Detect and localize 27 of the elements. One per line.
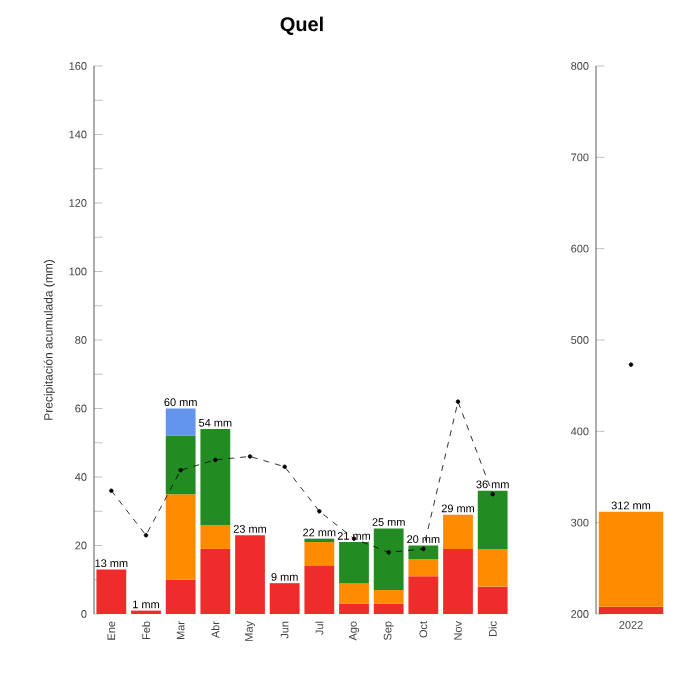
bar bbox=[373, 528, 404, 591]
bar bbox=[200, 429, 231, 525]
bar bbox=[165, 435, 196, 495]
chart-title: Quel bbox=[280, 16, 323, 36]
bar bbox=[165, 408, 196, 436]
bar bbox=[165, 579, 196, 614]
bar bbox=[373, 590, 404, 604]
bar bbox=[304, 542, 335, 567]
bar bbox=[200, 548, 231, 614]
bar bbox=[339, 583, 369, 604]
bar bbox=[304, 566, 335, 614]
bar bbox=[373, 603, 404, 614]
bar bbox=[477, 548, 508, 587]
bar bbox=[477, 586, 508, 614]
bar bbox=[408, 576, 439, 614]
bar bbox=[408, 559, 439, 577]
bar bbox=[339, 603, 369, 614]
bar bbox=[235, 535, 265, 614]
bar bbox=[96, 569, 127, 614]
bar bbox=[165, 494, 196, 580]
bar bbox=[477, 490, 508, 549]
bar bbox=[443, 548, 473, 614]
bar bbox=[269, 583, 300, 614]
bar bbox=[408, 545, 439, 560]
bar bbox=[200, 524, 231, 549]
bar bbox=[339, 542, 369, 584]
bar bbox=[443, 514, 473, 549]
